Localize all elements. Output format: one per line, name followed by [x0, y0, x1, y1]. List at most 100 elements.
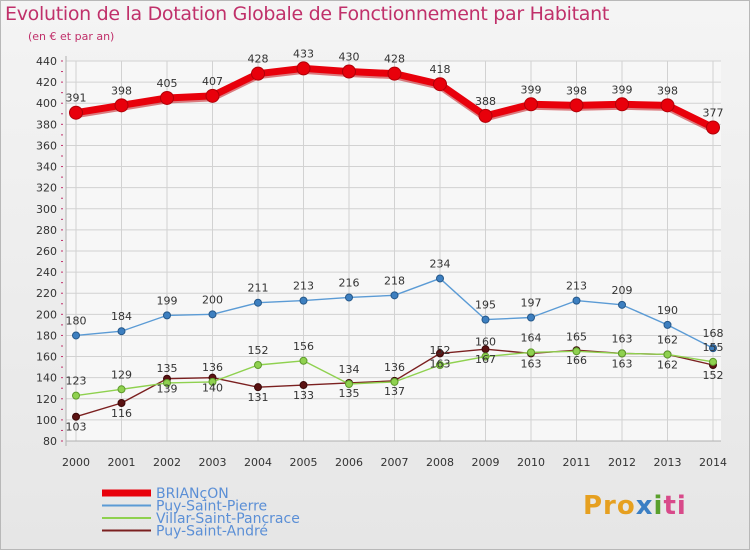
y-tick-label: 280: [36, 224, 57, 237]
data-label: 428: [384, 53, 405, 66]
data-label: 428: [248, 53, 269, 66]
data-label: 155: [703, 341, 724, 354]
data-label: 190: [657, 304, 678, 317]
data-label: 140: [202, 382, 223, 395]
data-point: [72, 391, 80, 400]
data-label: 407: [202, 75, 223, 88]
legend: BRIANçONPuy-Saint-PierreVillar-Saint-Pan…: [102, 486, 300, 540]
x-tick-label: 2012: [608, 456, 636, 469]
data-point: [615, 97, 629, 112]
data-point: [527, 313, 535, 322]
data-point: [390, 291, 399, 300]
data-label: 152: [430, 344, 451, 357]
data-label: 134: [339, 363, 360, 376]
data-label: 103: [66, 421, 87, 434]
data-point: [390, 377, 399, 386]
data-point: [345, 380, 353, 388]
y-tick-label: 400: [36, 97, 57, 110]
data-label: 160: [475, 336, 496, 349]
x-tick-label: 2003: [199, 456, 227, 469]
data-point: [299, 356, 308, 365]
data-point: [299, 381, 308, 390]
data-point: [709, 344, 717, 353]
data-label: 135: [339, 387, 360, 400]
data-point: [296, 61, 311, 76]
data-label: 129: [111, 368, 132, 381]
data-label: 180: [66, 314, 87, 327]
y-tick-label: 260: [36, 245, 57, 258]
data-point: [163, 311, 171, 320]
data-label: 152: [248, 344, 269, 357]
data-label: 199: [157, 294, 178, 307]
data-label: 213: [293, 280, 314, 293]
data-label: 398: [657, 84, 678, 97]
y-tick-label: 180: [36, 329, 57, 342]
y-tick-label: 220: [36, 287, 57, 300]
y-tick-label: 160: [36, 351, 57, 364]
data-label: 418: [430, 63, 451, 76]
data-point: [433, 77, 447, 92]
x-tick-label: 2000: [62, 456, 90, 469]
data-point: [208, 377, 217, 386]
y-tick-label: 440: [36, 55, 57, 68]
y-tick-label: 120: [36, 393, 57, 406]
data-point: [436, 349, 444, 358]
data-point: [660, 98, 675, 113]
x-tick-label: 2013: [654, 456, 682, 469]
data-point: [254, 361, 262, 369]
data-point: [706, 120, 720, 135]
data-label: 216: [339, 276, 360, 289]
data-point: [69, 105, 83, 120]
x-tick-label: 2008: [426, 456, 454, 469]
chart-title: Evolution de la Dotation Globale de Fonc…: [5, 3, 610, 25]
data-label: 123: [66, 375, 87, 388]
data-label: 433: [293, 47, 314, 60]
data-label: 218: [384, 274, 405, 287]
data-label: 209: [612, 284, 633, 297]
proxiti-logo: Proxiti: [583, 491, 687, 521]
data-label: 152: [703, 369, 724, 382]
data-point: [299, 296, 308, 305]
chart-subtitle: (en € et par an): [28, 30, 115, 43]
data-point: [117, 327, 126, 336]
logo-part: Pro: [583, 491, 636, 521]
y-tick-label: 300: [36, 203, 57, 216]
x-tick-label: 2009: [472, 456, 500, 469]
data-label: 168: [703, 327, 724, 340]
y-tick-label: 420: [36, 76, 57, 89]
data-point: [527, 348, 535, 357]
data-point: [436, 274, 444, 283]
data-label: 116: [111, 407, 132, 420]
data-label: 137: [384, 385, 405, 398]
data-label: 184: [111, 310, 132, 323]
x-tick-label: 2004: [244, 456, 272, 469]
data-point: [117, 385, 126, 394]
logo-part: ti: [663, 491, 687, 521]
data-point: [436, 361, 444, 369]
data-label: 163: [612, 357, 633, 370]
data-point: [481, 352, 490, 361]
data-point: [163, 378, 171, 387]
data-label: 398: [566, 84, 587, 97]
data-point: [618, 300, 626, 309]
data-label: 131: [248, 391, 269, 404]
data-point: [342, 64, 356, 79]
data-label: 156: [293, 340, 314, 353]
data-label: 164: [521, 331, 542, 344]
data-label: 399: [521, 83, 542, 96]
y-tick-label: 320: [36, 182, 57, 195]
data-point: [481, 315, 490, 324]
data-label: 398: [111, 84, 132, 97]
data-point: [387, 66, 402, 81]
data-point: [524, 97, 538, 112]
data-point: [345, 293, 353, 302]
data-label: 399: [612, 83, 633, 96]
data-point: [72, 331, 80, 340]
x-tick-label: 2010: [517, 456, 545, 469]
data-point: [572, 347, 581, 356]
axis-layer: 80 100 120 140 160 180 200 220 240 260 280 300 320 34…: [36, 55, 727, 469]
data-point: [72, 412, 80, 421]
legend-label: Puy-Saint-Pierre: [156, 499, 267, 515]
x-tick-label: 2011: [563, 456, 591, 469]
